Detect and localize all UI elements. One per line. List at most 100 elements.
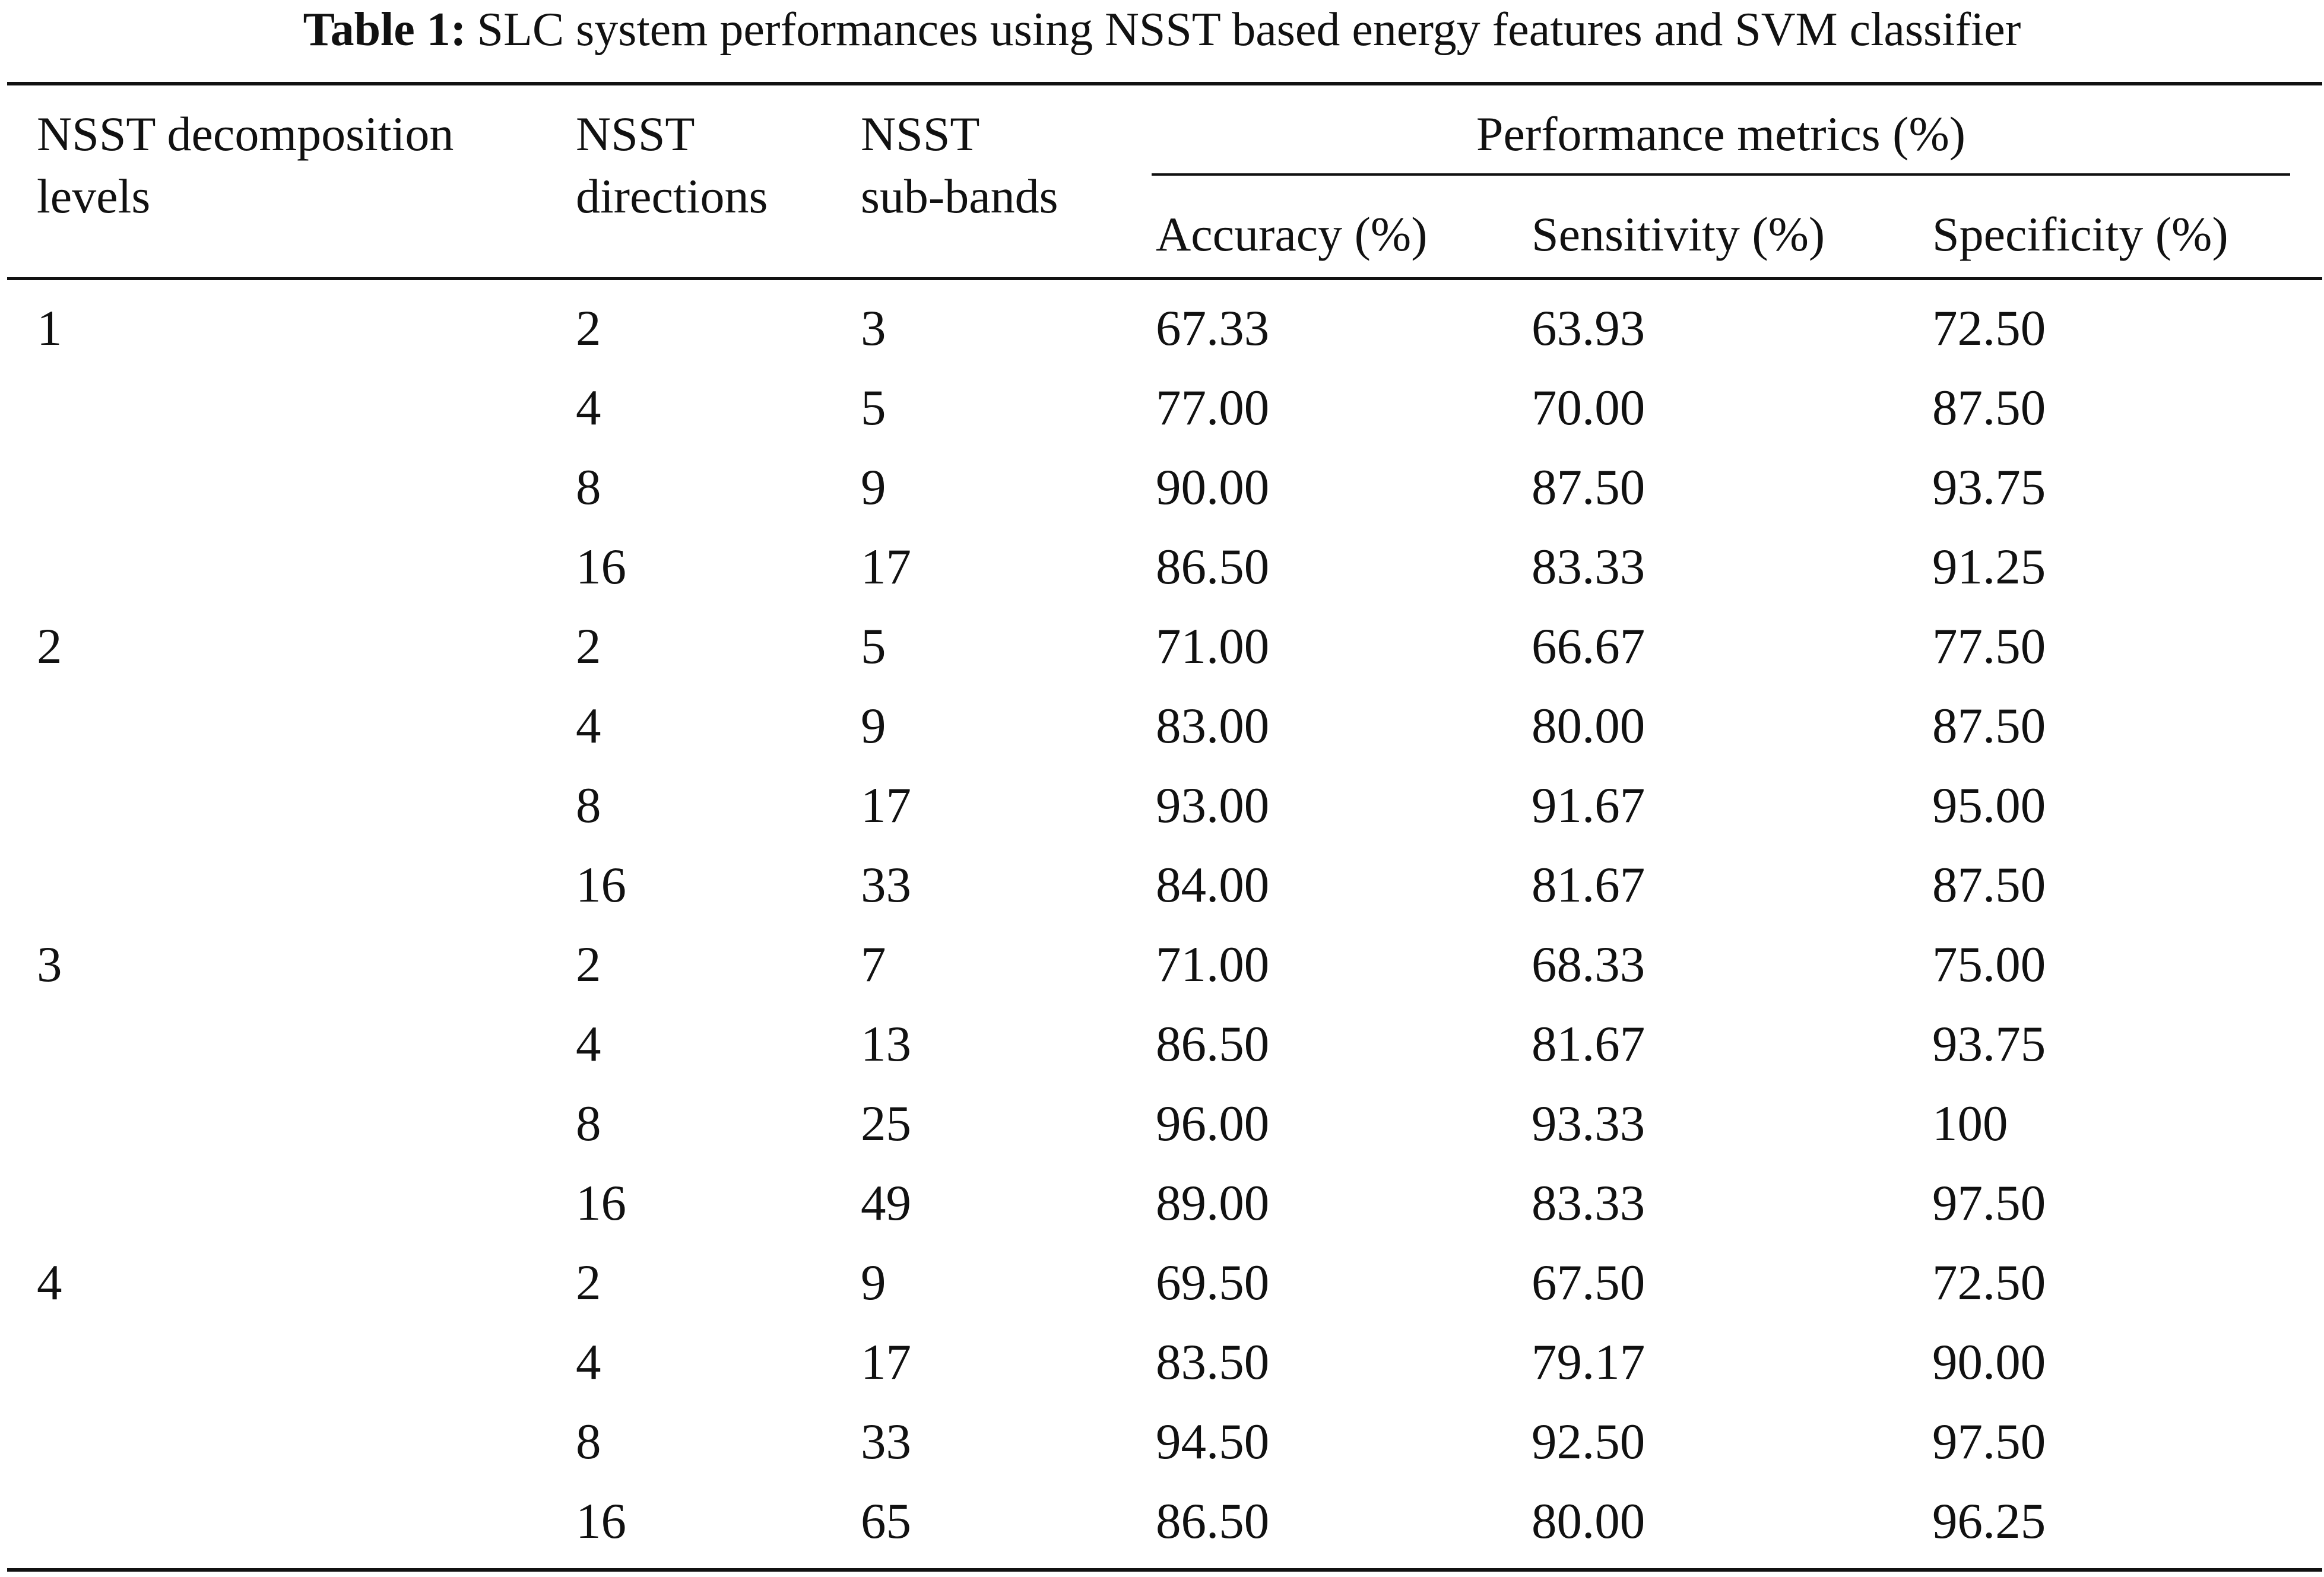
cell-sensitivity: 63.93 (1532, 300, 1645, 356)
cell-specificity: 91.25 (1932, 539, 2046, 595)
cell-specificity: 97.50 (1932, 1175, 2046, 1231)
header-performance-group: Performance metrics (%) (1476, 107, 1966, 161)
cell-specificity: 75.00 (1932, 937, 2046, 992)
cell-accuracy: 84.00 (1156, 857, 1270, 913)
table-row: 3 2 7 71.00 68.33 75.00 (0, 925, 2324, 1004)
cell-accuracy: 71.00 (1156, 618, 1270, 674)
cell-directions: 16 (576, 1175, 626, 1231)
cell-directions: 8 (576, 778, 601, 833)
table-row: 8 9 90.00 87.50 93.75 (0, 448, 2324, 527)
cell-directions: 8 (576, 1414, 601, 1470)
cell-specificity: 100 (1932, 1096, 2008, 1151)
header-levels-line2: levels (37, 169, 151, 223)
cell-specificity: 93.75 (1932, 1016, 2046, 1072)
table-caption-text: SLC system performances using NSST based… (477, 4, 2021, 56)
cell-sensitivity: 80.00 (1532, 1493, 1645, 1549)
cell-sensitivity: 92.50 (1532, 1414, 1645, 1470)
cell-specificity: 87.50 (1932, 698, 2046, 754)
cell-subbands: 25 (861, 1096, 911, 1151)
cell-directions: 16 (576, 1493, 626, 1549)
table-row: 16 33 84.00 81.67 87.50 (0, 845, 2324, 925)
cell-accuracy: 89.00 (1156, 1175, 1270, 1231)
cell-subbands: 49 (861, 1175, 911, 1231)
cell-directions: 4 (576, 1334, 601, 1390)
table-row: 16 65 86.50 80.00 96.25 (0, 1481, 2324, 1561)
cell-subbands: 65 (861, 1493, 911, 1549)
cell-accuracy: 77.00 (1156, 380, 1270, 436)
cell-directions: 2 (576, 300, 601, 356)
cell-specificity: 77.50 (1932, 618, 2046, 674)
header-directions-line1: NSST (576, 107, 695, 161)
cell-directions: 4 (576, 698, 601, 754)
cell-subbands: 17 (861, 778, 911, 833)
cell-subbands: 7 (861, 937, 886, 992)
cell-specificity: 97.50 (1932, 1414, 2046, 1470)
cell-sensitivity: 79.17 (1532, 1334, 1645, 1390)
cell-subbands: 17 (861, 539, 911, 595)
cell-specificity: 96.25 (1932, 1493, 2046, 1549)
header-specificity: Specificity (%) (1932, 207, 2228, 261)
cell-sensitivity: 87.50 (1532, 459, 1645, 515)
table-row: 8 25 96.00 93.33 100 (0, 1084, 2324, 1163)
table-caption-label: Table 1: (303, 4, 467, 56)
header-subbands: NSST sub-bands (861, 103, 1058, 227)
header-levels: NSST decomposition levels (37, 103, 454, 227)
header-levels-line1: NSST decomposition (37, 107, 454, 161)
header-subbands-line2: sub-bands (861, 169, 1058, 223)
cell-sensitivity: 70.00 (1532, 380, 1645, 436)
cell-level: 3 (37, 937, 62, 992)
table-row: 4 2 9 69.50 67.50 72.50 (0, 1243, 2324, 1322)
table-row: 8 33 94.50 92.50 97.50 (0, 1402, 2324, 1481)
table-row: 16 17 86.50 83.33 91.25 (0, 527, 2324, 607)
cell-subbands: 9 (861, 698, 886, 754)
cell-specificity: 72.50 (1932, 300, 2046, 356)
cell-sensitivity: 83.33 (1532, 1175, 1645, 1231)
table-row: 1 2 3 67.33 63.93 72.50 (0, 288, 2324, 368)
cell-directions: 2 (576, 1255, 601, 1311)
cell-subbands: 5 (861, 380, 886, 436)
cell-accuracy: 83.50 (1156, 1334, 1270, 1390)
cell-accuracy: 67.33 (1156, 300, 1270, 356)
cell-accuracy: 90.00 (1156, 459, 1270, 515)
cell-directions: 4 (576, 1016, 601, 1072)
cell-sensitivity: 81.67 (1532, 1016, 1645, 1072)
table-row: 8 17 93.00 91.67 95.00 (0, 766, 2324, 845)
cell-sensitivity: 93.33 (1532, 1096, 1645, 1151)
table-row: 4 13 86.50 81.67 93.75 (0, 1004, 2324, 1084)
cell-sensitivity: 83.33 (1532, 539, 1645, 595)
header-accuracy: Accuracy (%) (1156, 207, 1428, 261)
cell-sensitivity: 66.67 (1532, 618, 1645, 674)
cell-subbands: 9 (861, 1255, 886, 1311)
cell-level: 1 (37, 300, 62, 356)
cell-directions: 8 (576, 1096, 601, 1151)
header-group-rule (1152, 173, 2290, 176)
table-top-rule (7, 82, 2322, 85)
table-header-rule (7, 277, 2322, 280)
table-row: 4 5 77.00 70.00 87.50 (0, 368, 2324, 448)
cell-specificity: 95.00 (1932, 778, 2046, 833)
cell-subbands: 9 (861, 459, 886, 515)
cell-sensitivity: 67.50 (1532, 1255, 1645, 1311)
cell-accuracy: 83.00 (1156, 698, 1270, 754)
cell-directions: 8 (576, 459, 601, 515)
cell-accuracy: 94.50 (1156, 1414, 1270, 1470)
cell-accuracy: 93.00 (1156, 778, 1270, 833)
cell-accuracy: 69.50 (1156, 1255, 1270, 1311)
cell-specificity: 90.00 (1932, 1334, 2046, 1390)
table-row: 4 9 83.00 80.00 87.50 (0, 686, 2324, 766)
cell-accuracy: 71.00 (1156, 937, 1270, 992)
cell-subbands: 5 (861, 618, 886, 674)
header-directions: NSST directions (576, 103, 768, 227)
cell-sensitivity: 68.33 (1532, 937, 1645, 992)
header-sensitivity: Sensitivity (%) (1532, 207, 1825, 261)
cell-specificity: 87.50 (1932, 380, 2046, 436)
cell-directions: 2 (576, 937, 601, 992)
cell-sensitivity: 81.67 (1532, 857, 1645, 913)
cell-directions: 2 (576, 618, 601, 674)
cell-level: 4 (37, 1255, 62, 1311)
table-row: 16 49 89.00 83.33 97.50 (0, 1163, 2324, 1243)
cell-level: 2 (37, 618, 62, 674)
table-caption: Table 1: SLC system performances using NS… (0, 0, 2324, 59)
cell-directions: 4 (576, 380, 601, 436)
cell-specificity: 93.75 (1932, 459, 2046, 515)
